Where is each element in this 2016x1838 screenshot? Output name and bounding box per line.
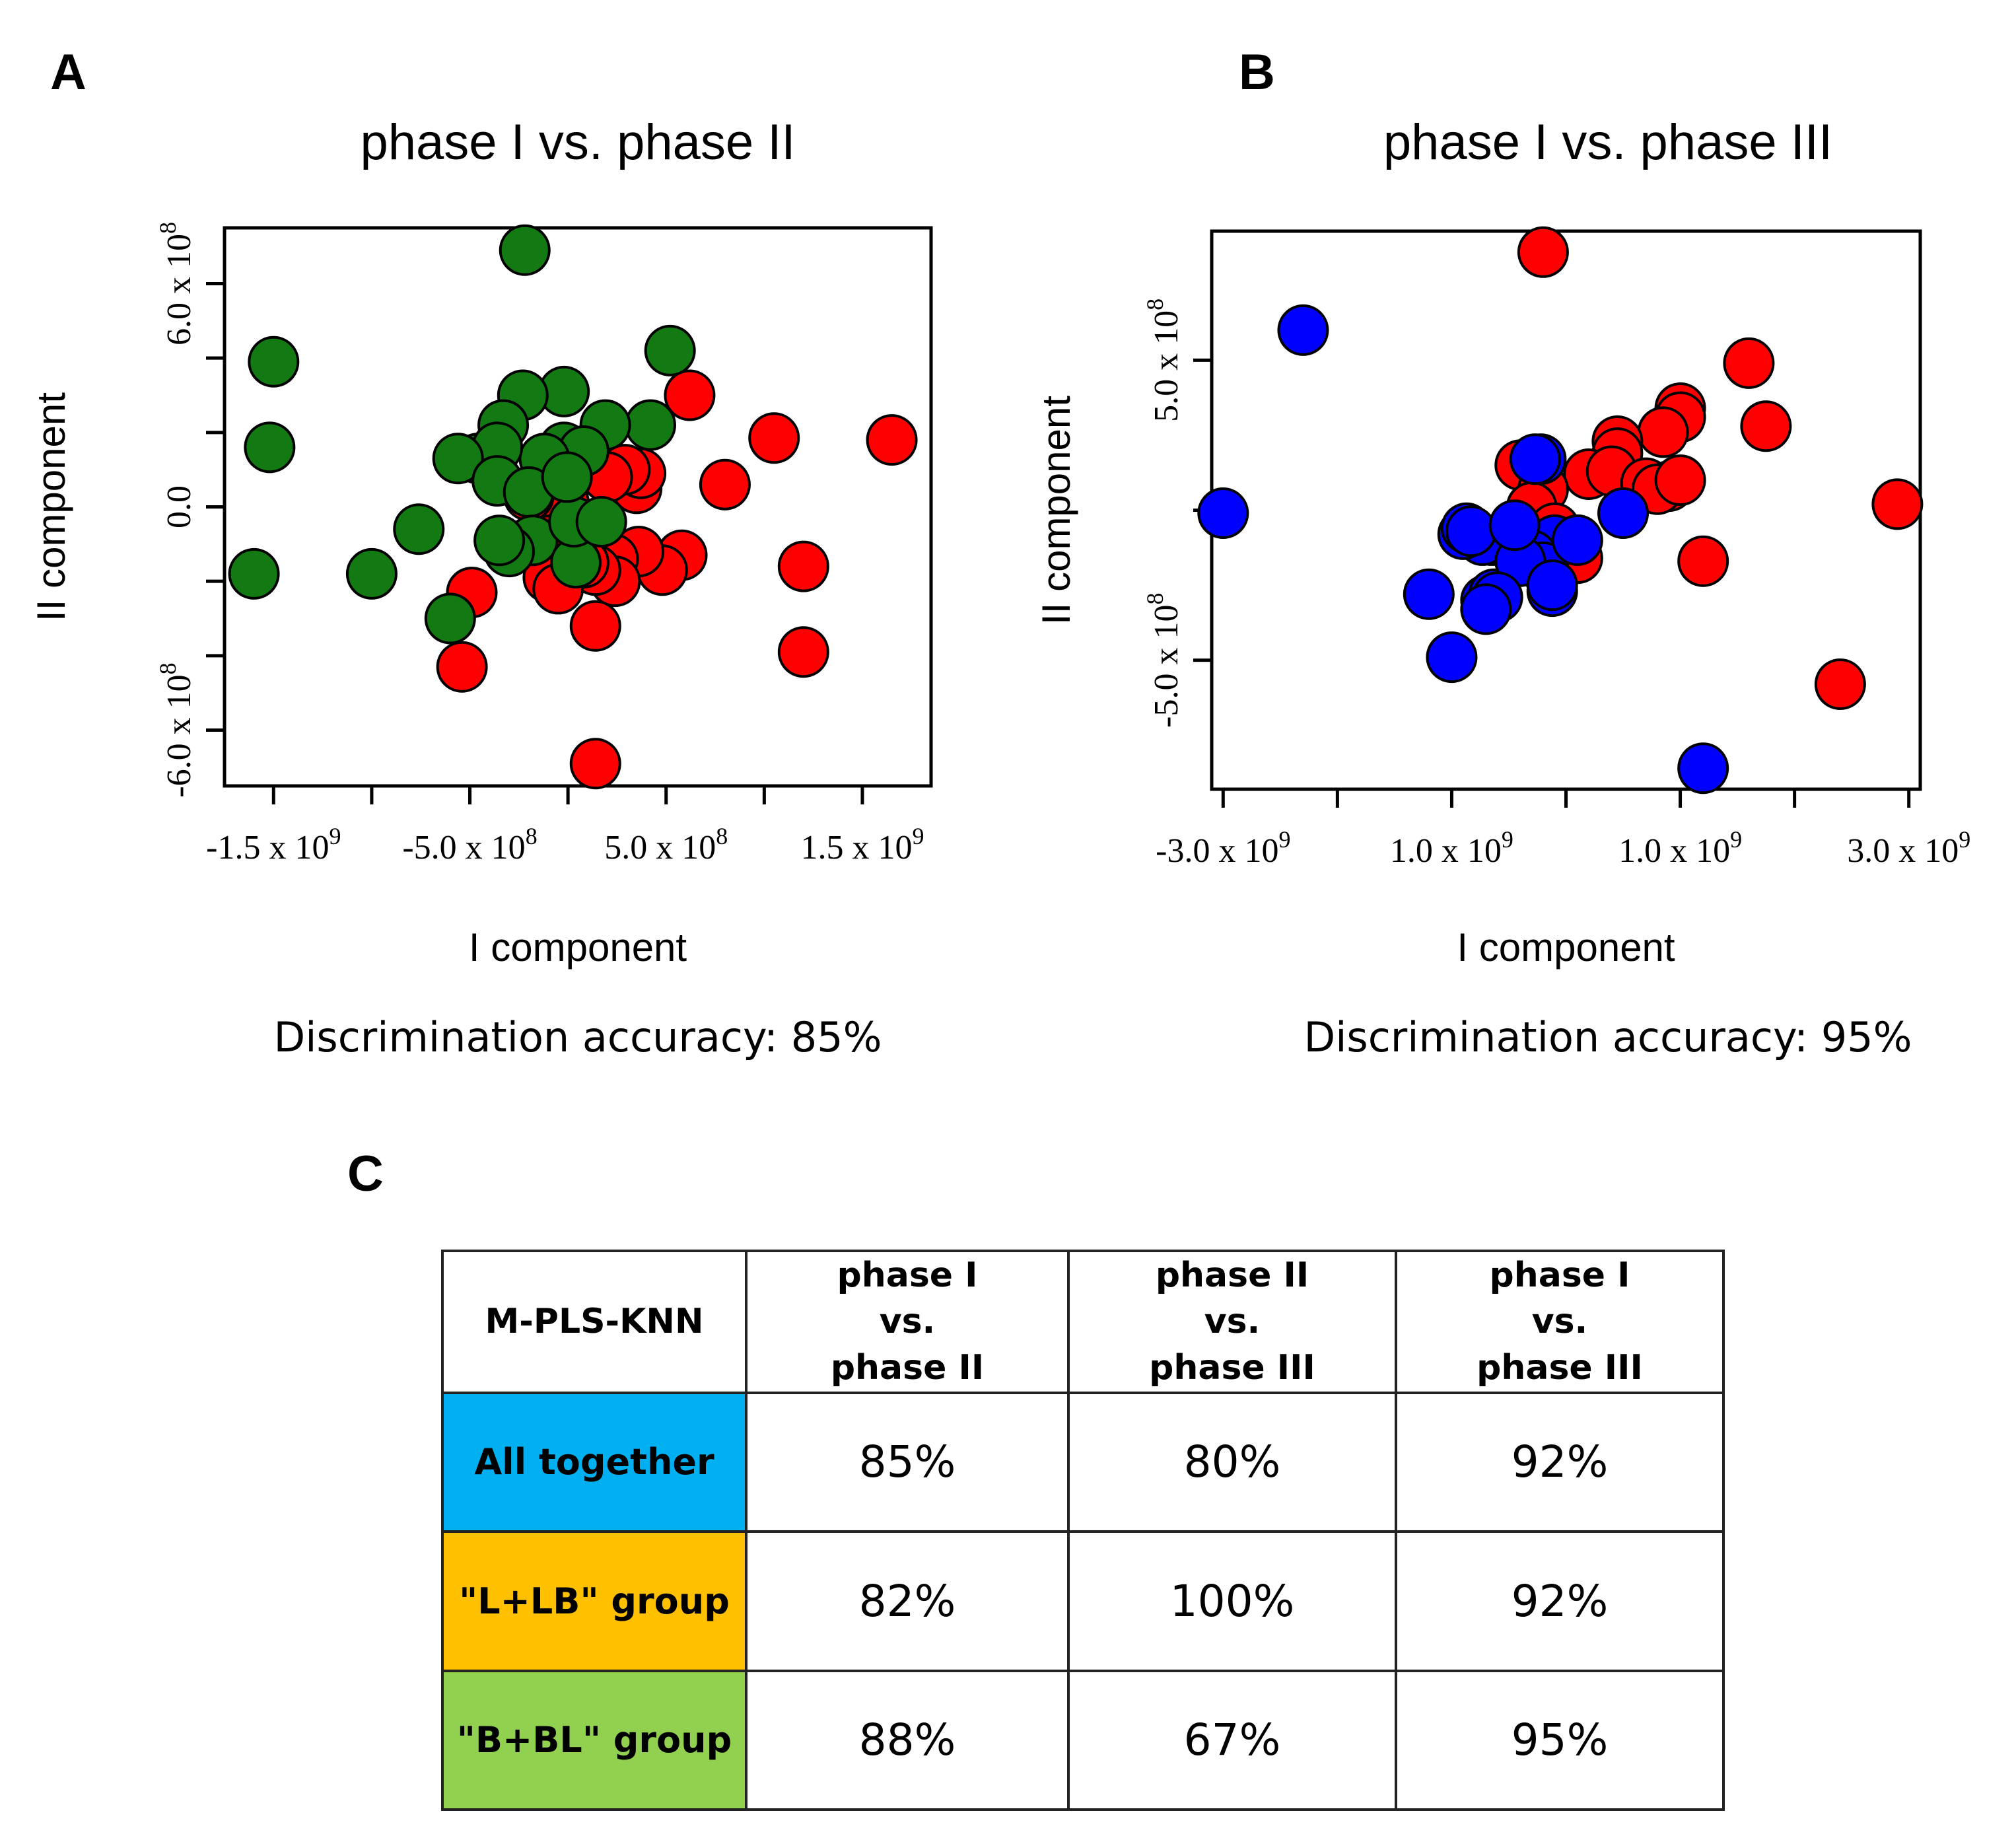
table-cell: 95% bbox=[1395, 1669, 1725, 1811]
table-cell: 92% bbox=[1395, 1391, 1725, 1534]
table-cell: 85% bbox=[745, 1391, 1070, 1534]
data-point-red bbox=[748, 412, 800, 464]
data-point-red bbox=[664, 369, 716, 421]
data-point-green bbox=[499, 224, 551, 276]
data-point-red bbox=[1517, 226, 1569, 278]
data-point-red bbox=[777, 626, 829, 678]
data-point-red bbox=[1871, 478, 1924, 530]
data-point-blue bbox=[1426, 631, 1478, 684]
data-point-green bbox=[244, 421, 296, 474]
data-point-red bbox=[699, 458, 751, 511]
x-tick-label: -5.0 x 108 bbox=[402, 823, 537, 866]
data-point-green bbox=[644, 324, 696, 376]
x-tick-label: -3.0 x 109 bbox=[1156, 826, 1290, 870]
data-point-blue bbox=[1509, 433, 1561, 485]
table-row: "B+BL" group 88% 67% 95% bbox=[441, 1669, 1725, 1811]
chart-b-title: phase I vs. phase III bbox=[1383, 114, 1833, 170]
x-tick-label: 3.0 x 109 bbox=[1847, 826, 1970, 870]
data-point-red bbox=[569, 738, 621, 790]
y-axis-label: II component bbox=[1034, 396, 1078, 625]
data-point-blue bbox=[1597, 487, 1650, 540]
data-point-blue bbox=[1403, 568, 1455, 620]
y-tick-label: -5.0 x 108 bbox=[1142, 592, 1185, 727]
table-corner-cell: M-PLS-KNN bbox=[441, 1250, 747, 1394]
header-line: phase II bbox=[830, 1348, 985, 1388]
table-row: All together 85% 80% 92% bbox=[441, 1391, 1725, 1534]
panel-label-b: B bbox=[1239, 44, 1275, 100]
scatter-chart-phase1-vs-phase3: -3.0 x 109 1.0 x 109 1.0 x 109 3.0 x 109 -5.… bbox=[1034, 226, 1970, 970]
data-point-red bbox=[1677, 535, 1729, 587]
panel-label-a: A bbox=[50, 44, 87, 100]
scatter-chart-phase1-vs-phase2: -1.5 x 109 -5.0 x 108 5.0 x 108 1.5 x 109 -6… bbox=[29, 222, 933, 970]
data-point-green bbox=[248, 336, 300, 388]
accuracy-table: M-PLS-KNN phase I vs. phase II phase II … bbox=[441, 1250, 1725, 1811]
data-point-blue bbox=[1551, 514, 1603, 566]
data-point-green bbox=[575, 496, 627, 548]
data-point-green bbox=[345, 548, 398, 600]
data-point-red bbox=[866, 414, 918, 466]
table-cell: 88% bbox=[745, 1669, 1070, 1811]
data-point-blue bbox=[1677, 742, 1729, 795]
header-line: phase I bbox=[837, 1255, 978, 1295]
data-point-green bbox=[228, 548, 280, 600]
table-cell: 67% bbox=[1067, 1669, 1397, 1811]
data-point-blue bbox=[1445, 505, 1497, 557]
data-point-red bbox=[1654, 454, 1706, 507]
data-point-green bbox=[393, 503, 445, 555]
header-line: vs. bbox=[1531, 1302, 1588, 1342]
data-point-green bbox=[424, 592, 476, 645]
table-header-row: M-PLS-KNN phase I vs. phase II phase II … bbox=[441, 1250, 1725, 1394]
row-label-b-bl-group: "B+BL" group bbox=[441, 1669, 747, 1811]
table-row: "L+LB" group 82% 100% 92% bbox=[441, 1530, 1725, 1672]
data-point-red bbox=[569, 600, 621, 652]
table-cell: 100% bbox=[1067, 1530, 1397, 1672]
data-point-red bbox=[436, 641, 488, 693]
data-point-red bbox=[777, 540, 829, 592]
y-tick-label: 6.0 x 108 bbox=[155, 222, 198, 345]
data-point-blue bbox=[1488, 499, 1541, 551]
data-point-red bbox=[1814, 658, 1866, 710]
header-line: phase I bbox=[1489, 1255, 1630, 1295]
x-tick-label: -1.5 x 109 bbox=[206, 823, 341, 866]
data-point-blue bbox=[1277, 304, 1329, 356]
row-label-all-together: All together bbox=[441, 1391, 747, 1534]
header-line: phase III bbox=[1149, 1348, 1315, 1388]
data-point-blue bbox=[1197, 487, 1249, 540]
y-tick-label: -6.0 x 108 bbox=[155, 662, 198, 797]
table-cell: 82% bbox=[745, 1530, 1070, 1672]
chart-b-accuracy: Discrimination accuracy: 95% bbox=[1303, 1013, 1912, 1061]
data-point-green bbox=[541, 451, 593, 503]
header-line: vs. bbox=[879, 1302, 936, 1342]
x-tick-label: 1.0 x 109 bbox=[1618, 826, 1742, 870]
data-point-red bbox=[1637, 406, 1689, 458]
data-point-green bbox=[432, 433, 484, 485]
table-cell: 92% bbox=[1395, 1530, 1725, 1672]
data-point-blue bbox=[1526, 559, 1578, 612]
chart-a-title: phase I vs. phase II bbox=[360, 114, 796, 170]
header-line: phase III bbox=[1477, 1348, 1643, 1388]
x-axis-label: I component bbox=[469, 925, 687, 970]
x-tick-label: 5.0 x 108 bbox=[604, 823, 728, 866]
panel-label-c: C bbox=[347, 1146, 384, 1202]
data-point-red bbox=[1740, 400, 1792, 452]
table-header-cell: phase II vs. phase III bbox=[1067, 1250, 1397, 1394]
data-point-red bbox=[1723, 337, 1775, 389]
data-point-green bbox=[473, 514, 526, 567]
y-axis-label: II component bbox=[29, 392, 73, 621]
table-header-cell: phase I vs. phase II bbox=[745, 1250, 1070, 1394]
data-point-blue bbox=[1460, 583, 1512, 635]
y-tick-label: 5.0 x 108 bbox=[1142, 299, 1185, 422]
header-line: phase II bbox=[1155, 1255, 1309, 1295]
x-tick-label: 1.0 x 109 bbox=[1390, 826, 1513, 870]
header-line: vs. bbox=[1204, 1302, 1261, 1342]
x-axis-label: I component bbox=[1457, 925, 1675, 970]
table-header-cell: phase I vs. phase III bbox=[1395, 1250, 1725, 1394]
y-tick-label: 0.0 bbox=[160, 485, 198, 528]
chart-a-accuracy: Discrimination accuracy: 85% bbox=[273, 1013, 882, 1061]
table-cell: 80% bbox=[1067, 1391, 1397, 1534]
data-point-green bbox=[624, 399, 676, 451]
row-label-l-lb-group: "L+LB" group bbox=[441, 1530, 747, 1672]
x-tick-label: 1.5 x 109 bbox=[800, 823, 924, 866]
